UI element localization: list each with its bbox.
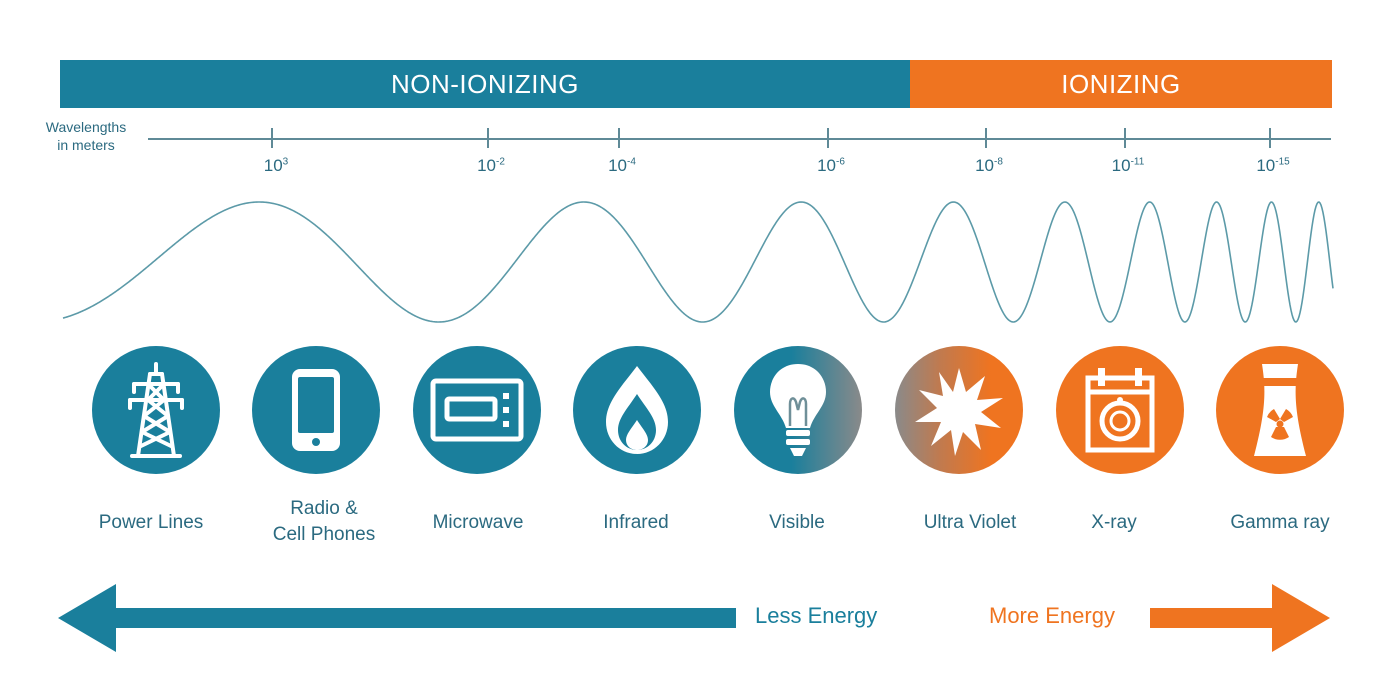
light-bulb-icon <box>770 364 826 456</box>
axis-tick <box>618 128 620 148</box>
more-energy-label: More Energy <box>989 603 1115 628</box>
gamma-ray-circle <box>1216 346 1344 474</box>
ionizing-label: IONIZING <box>1061 68 1181 99</box>
label-visible: Visible <box>769 512 825 533</box>
ultra-violet-circle <box>895 346 1023 474</box>
energy-arrows <box>58 584 1330 652</box>
label-gamma-ray: Gamma ray <box>1230 512 1330 533</box>
more-energy-arrow <box>1150 584 1330 652</box>
axis-title: Wavelengths in meters <box>30 118 142 154</box>
flame-icon <box>606 366 668 454</box>
non-ionizing-label: NON-IONIZING <box>391 68 579 99</box>
sun-burst-icon <box>915 368 1003 456</box>
tick-label: 10-11 <box>1111 156 1145 175</box>
axis-title-line2: in meters <box>57 137 115 153</box>
axis-tick <box>1269 128 1271 148</box>
axis-tick <box>271 128 273 148</box>
axis-tick <box>827 128 829 148</box>
label-radio-cell-phones: Radio & Cell Phones <box>244 496 404 548</box>
axis-tick <box>985 128 987 148</box>
x-ray-circle <box>1056 346 1184 474</box>
axis-title-line1: Wavelengths <box>45 119 127 135</box>
axis-tick <box>1124 128 1126 148</box>
microwave-circle <box>413 346 541 474</box>
nuclear-plant-icon <box>1254 364 1306 456</box>
mobile-phone-icon <box>292 369 340 451</box>
label-radio-line2: Cell Phones <box>272 524 376 545</box>
label-microwave: Microwave <box>432 512 524 533</box>
label-power-lines: Power Lines <box>98 512 204 533</box>
radio-cell-phones-circle <box>252 346 380 474</box>
non-ionizing-band: NON-IONIZING <box>60 60 910 108</box>
electromagnetic-wave <box>62 201 1334 323</box>
label-x-ray: X-ray <box>1091 512 1137 533</box>
tick-label: 10-2 <box>477 156 505 175</box>
infrared-circle <box>573 346 701 474</box>
less-energy-arrow <box>58 584 736 652</box>
power-lines-circle <box>92 346 220 474</box>
tick-label: 10-15 <box>1256 156 1290 175</box>
label-infrared: Infrared <box>603 512 669 533</box>
visible-circle <box>734 346 862 474</box>
wave-line <box>62 201 1334 323</box>
power-tower-icon <box>128 362 184 458</box>
wavelength-axis <box>148 138 1331 140</box>
label-ultra-violet: Ultra Violet <box>923 512 1017 533</box>
tick-label: 10-8 <box>975 156 1003 175</box>
tick-label: 10-6 <box>817 156 845 175</box>
ionizing-band: IONIZING <box>910 60 1332 108</box>
microwave-oven-icon <box>430 378 524 442</box>
less-energy-label: Less Energy <box>755 603 878 628</box>
axis-tick <box>487 128 489 148</box>
xray-film-icon <box>1085 368 1155 453</box>
tick-label: 10-4 <box>608 156 636 175</box>
label-radio-line1: Radio & <box>290 498 358 519</box>
tick-label: 103 <box>263 156 289 175</box>
